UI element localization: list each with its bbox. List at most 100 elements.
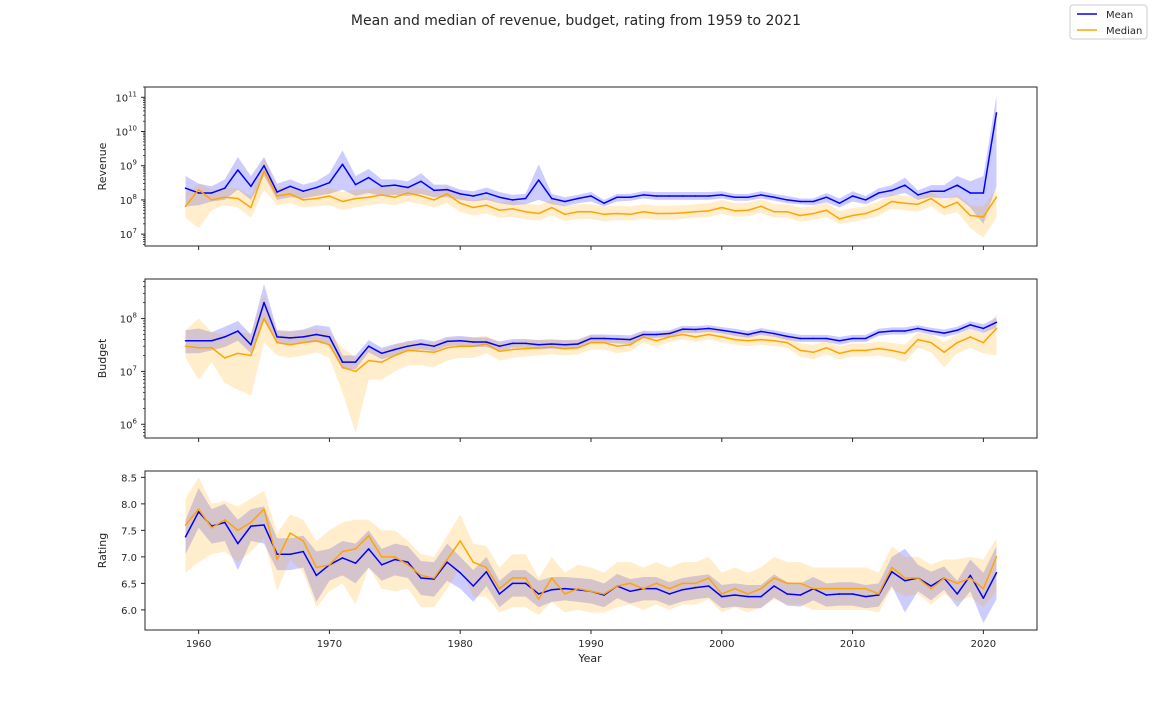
budget-mean-point (930, 330, 932, 332)
budget-median-point (694, 336, 697, 338)
revenue-median-point (367, 196, 370, 199)
rating-mean-point (485, 570, 488, 573)
budget-mean-point (956, 329, 959, 332)
budget-median-point (184, 345, 187, 347)
budget-median-point (577, 346, 579, 349)
rating-mean-point (498, 593, 501, 595)
budget-mean-point (982, 327, 985, 330)
revenue-mean-point (564, 200, 566, 203)
budget-mean-point (354, 361, 357, 363)
budget-median-point (210, 346, 213, 349)
budget-mean-point (917, 327, 919, 330)
rating-mean-point (995, 571, 998, 574)
revenue-y-tick-label: 107 (120, 227, 137, 241)
revenue-mean-point (629, 196, 632, 199)
revenue-median-point (223, 196, 226, 199)
rating-median-ci-band (185, 477, 997, 616)
rating-mean-point (694, 586, 697, 589)
revenue-mean-ci-band (185, 95, 997, 224)
budget-mean-point (394, 348, 396, 351)
legend-median-label: Median (1106, 26, 1142, 37)
budget-median-point (537, 346, 540, 349)
rating-mean-point (223, 521, 226, 524)
rating-median-point (511, 577, 514, 579)
budget-mean-point (302, 336, 305, 338)
rating-y-tick-label: 7.0 (121, 553, 137, 564)
rating-median-point (289, 532, 291, 534)
rating-median-point (223, 518, 226, 521)
budget-mean-ci-band (185, 284, 997, 370)
budget-mean-point (380, 352, 383, 355)
revenue-median-point (851, 214, 854, 217)
budget-mean-point (472, 341, 475, 343)
budget-mean-point (786, 335, 788, 338)
rating-median-point (367, 534, 370, 537)
budget-median-point (864, 349, 867, 352)
budget-median-point (982, 341, 985, 344)
revenue-median-point (655, 212, 658, 215)
rating-median-point (184, 524, 187, 526)
budget-median-point (668, 336, 671, 338)
budget-mean-point (485, 341, 488, 343)
revenue-median-point (459, 202, 462, 205)
budget-median-point (511, 348, 514, 351)
revenue-mean-point (380, 185, 383, 188)
rating-median-point (864, 587, 867, 590)
budget-mean-point (498, 345, 501, 347)
budget-mean-point (433, 345, 435, 347)
rating-median-point (485, 566, 488, 569)
revenue-median-point (773, 210, 775, 213)
rating-y-tick-label: 8.0 (121, 500, 137, 511)
rating-median-point (276, 558, 278, 561)
budget-mean-point (223, 336, 226, 338)
rating-median-point (825, 587, 828, 590)
budget-median-point (564, 347, 566, 350)
rating-plot-area (184, 477, 998, 624)
budget-mean-point (995, 321, 998, 324)
rating-y-tick-label: 8.5 (121, 473, 137, 484)
revenue-mean-point (864, 199, 867, 201)
revenue-mean-point (276, 191, 278, 193)
budget-median-point (237, 352, 239, 355)
rating-y-tick-label: 6.0 (121, 606, 137, 617)
x-tick-label: 1970 (317, 639, 342, 650)
budget-mean-point (969, 324, 972, 326)
revenue-median-point (760, 205, 762, 208)
revenue-plot-area (184, 95, 998, 238)
revenue-median-point (564, 213, 566, 216)
budget-median-point (734, 338, 736, 341)
budget-median-point (969, 336, 972, 338)
rating-median-point (341, 550, 344, 553)
revenue-median-point (276, 195, 278, 197)
rating-mean-point (734, 594, 736, 596)
revenue-mean-point (603, 202, 605, 205)
revenue-mean-point (498, 196, 501, 199)
budget-median-point (328, 343, 331, 346)
rating-mean-point (263, 524, 265, 526)
budget-mean-point (904, 330, 906, 332)
revenue-mean-point (472, 195, 475, 197)
rating-mean-point (250, 525, 252, 527)
revenue-mean-point (511, 199, 514, 201)
revenue-mean-point (694, 195, 697, 197)
rating-median-point (969, 577, 972, 579)
revenue-mean-point (485, 192, 488, 194)
budget-mean-point (629, 338, 632, 341)
revenue-median-point (930, 197, 932, 200)
revenue-median-point (420, 195, 422, 197)
revenue-mean-point (420, 180, 422, 183)
x-tick-label: 1960 (186, 639, 211, 650)
rating-mean-point (681, 588, 684, 591)
revenue-mean-point (250, 185, 252, 188)
budget-median-point (851, 349, 854, 352)
rating-mean-point (930, 585, 932, 587)
rating-median-point (681, 582, 684, 585)
budget-median-point (315, 339, 318, 342)
rating-mean-point (184, 535, 187, 538)
budget-mean-point (877, 331, 880, 334)
revenue-median-point (341, 200, 344, 203)
revenue-mean-point (459, 193, 462, 195)
budget-mean-point (707, 327, 710, 330)
budget-mean-point (838, 339, 841, 342)
